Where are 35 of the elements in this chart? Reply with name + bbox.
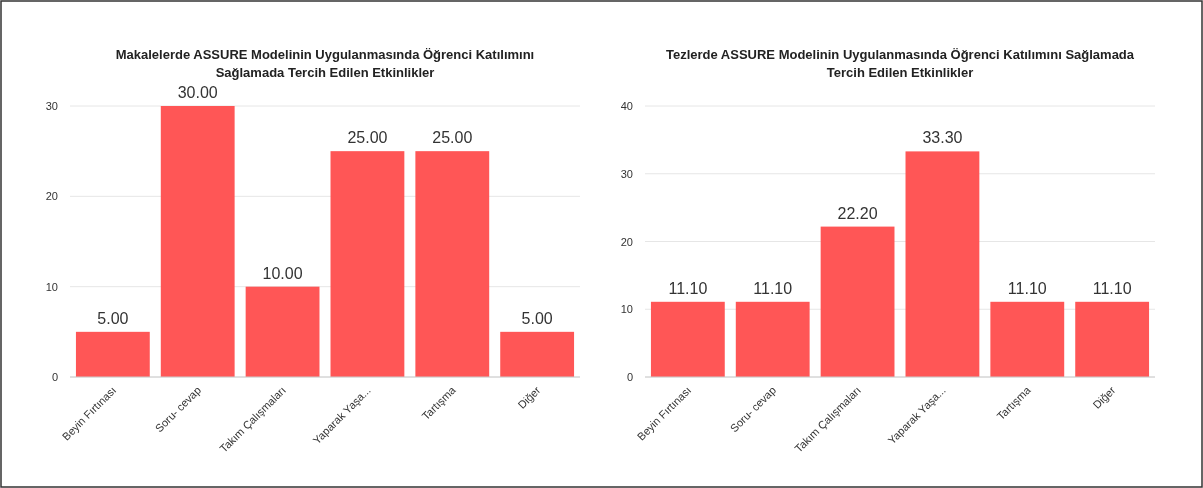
data-label: 25.00 [432, 129, 473, 147]
chart-title: Makalelerde ASSURE Modelinin Uygulanmasında Öğrenci Katılımını Sağlamada Tercih Edilen Etkinlikler [115, 47, 535, 80]
data-label: 30.00 [177, 84, 218, 101]
data-label: 22.20 [837, 204, 878, 222]
bar [500, 331, 575, 377]
bar [735, 301, 810, 377]
bar [75, 331, 150, 377]
y-tick-label: 20 [45, 190, 58, 203]
bar [160, 106, 235, 377]
y-tick-label: 30 [45, 100, 58, 112]
bar [330, 151, 405, 377]
y-tick-label: 40 [620, 100, 633, 112]
y-tick-label: 30 [620, 167, 633, 180]
data-label: 11.10 [753, 279, 793, 297]
bar [905, 151, 980, 377]
data-label: 5.00 [521, 309, 553, 327]
y-tick-label: 20 [620, 235, 633, 248]
data-label: 10.00 [262, 264, 303, 282]
y-tick-label: 0 [626, 371, 633, 383]
bar [415, 151, 490, 377]
data-label: 25.00 [347, 129, 388, 147]
data-label: 11.10 [1007, 279, 1047, 297]
data-label: 33.30 [922, 129, 963, 147]
bar [245, 286, 320, 377]
bar [820, 226, 895, 377]
data-label: 5.00 [97, 309, 129, 327]
bar [650, 301, 725, 377]
bar [1075, 301, 1150, 377]
y-tick-label: 0 [51, 371, 58, 383]
chart-title: Tezlerde ASSURE Modelinin Uygulanmasında Öğrenci Katılımını Sağlamada Tercih Edilen Etkinlikler [665, 47, 1135, 80]
y-tick-label: 10 [620, 303, 633, 316]
data-label: 11.10 [668, 279, 708, 297]
y-tick-label: 10 [45, 280, 58, 293]
bar [990, 301, 1065, 377]
data-label: 11.10 [1092, 279, 1132, 297]
